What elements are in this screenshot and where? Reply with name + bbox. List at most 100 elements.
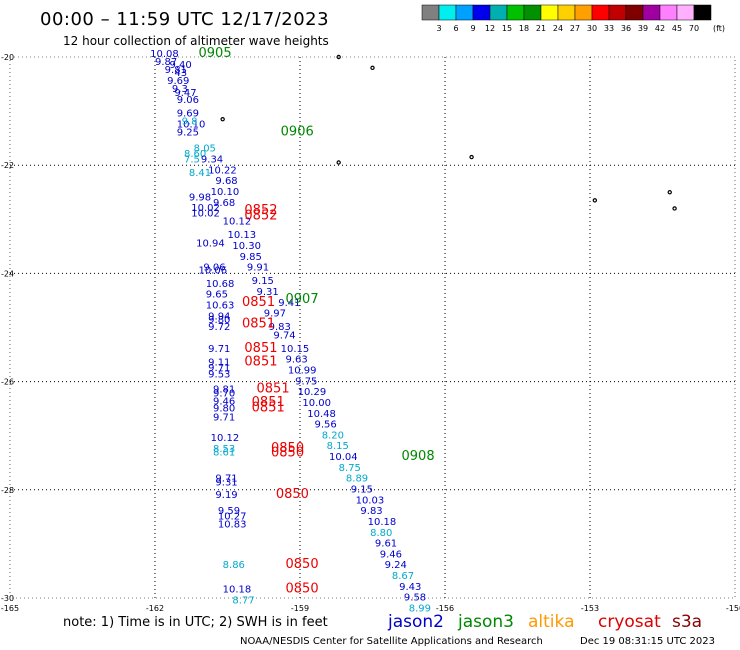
- wave-height-value: 9.94: [208, 311, 230, 322]
- colorbar-label: 21: [536, 24, 546, 33]
- wave-height-value: 9.91: [247, 263, 269, 274]
- wave-height-value: 10.27: [218, 512, 247, 523]
- wave-height-value: 9.06: [203, 263, 225, 274]
- colorbar-label: 42: [655, 24, 665, 33]
- colorbar-label: 33: [604, 24, 614, 33]
- wave-height-value: 9.87: [155, 57, 177, 68]
- wave-height-value: 8.61: [213, 448, 235, 459]
- wave-height-value: 10.99: [288, 365, 317, 376]
- pass-time-label: 0851: [242, 295, 275, 310]
- footer-credit: NOAA/NESDIS Center for Satellite Applica…: [240, 636, 543, 647]
- colorbar-swatch: [421, 4, 440, 21]
- pass-time-label: 0852: [244, 208, 277, 223]
- pass-time-label: 0850: [286, 557, 319, 572]
- wave-height-value: 9.71: [215, 474, 237, 485]
- wave-height-value: 10.13: [228, 230, 257, 241]
- wave-height-value: 10.94: [196, 238, 225, 249]
- wave-height-value: 10.18: [223, 585, 252, 596]
- pass-time-label: 0851: [244, 354, 277, 369]
- footer-timestamp: Dec 19 08:31:15 UTC 2023: [580, 636, 715, 647]
- footer-note: note: 1) Time is in UTC; 2) SWH is in fe…: [63, 615, 328, 630]
- wave-height-value: 7.5: [184, 154, 200, 165]
- wave-height-value: 9.53: [208, 369, 230, 380]
- colorbar-swatch: [455, 4, 474, 21]
- pass-time-label: 0851: [242, 317, 275, 332]
- wave-height-value: 10.03: [356, 495, 385, 506]
- wave-height-value: 9.83: [360, 506, 382, 517]
- colorbar-label: 15: [502, 24, 512, 33]
- wave-height-value: 8.15: [327, 441, 349, 452]
- pass-time-label: 0851: [252, 395, 285, 410]
- wave-height-value: 10.00: [302, 398, 331, 409]
- wave-height-value: 8.89: [346, 474, 368, 485]
- wave-height-value: 9.31: [257, 287, 279, 298]
- y-tick-label: -22: [1, 161, 14, 170]
- colorbar-swatch: [472, 4, 491, 21]
- colorbar-label: 3: [436, 24, 441, 33]
- wave-height-value: 9.40: [170, 60, 192, 71]
- colorbar: 3 6 9 12 15 18 21 24 27 30 33 36 39 42 45 70 (ft): [421, 4, 725, 33]
- colorbar-swatch: [557, 4, 576, 21]
- pass-time-label: 0906: [281, 124, 314, 139]
- wave-height-value: 8.20: [322, 430, 344, 441]
- wave-height-value: 8.41: [189, 168, 211, 179]
- colorbar-label: 12: [485, 24, 495, 33]
- x-tick-label: -159: [291, 604, 309, 613]
- wave-height-value: 43: [174, 68, 187, 79]
- islands: [220, 54, 677, 211]
- pass-time-label: 0850: [271, 441, 304, 456]
- wave-height-value: 10.15: [281, 344, 310, 355]
- wave-height-points: 10.089.879.409.81439.699.39.479.069.6910…: [150, 49, 431, 615]
- wave-height-value: 9.68: [215, 176, 237, 187]
- wave-height-value: 9.80: [213, 403, 235, 414]
- colorbar-swatch: [540, 4, 559, 21]
- colorbar-label: 18: [519, 24, 529, 33]
- colorbar-label: 6: [453, 24, 458, 33]
- pass-time-label: 0907: [286, 292, 319, 307]
- wave-height-value: 9.80: [208, 315, 230, 326]
- wave-height-value: 9.69: [177, 109, 199, 120]
- wave-height-value: 9.15: [252, 276, 274, 287]
- wave-height-value: 9.97: [264, 309, 286, 320]
- wave-height-value: 9.81: [213, 384, 235, 395]
- wave-height-value: 9.41: [278, 298, 300, 309]
- colorbar-swatch: [693, 4, 712, 21]
- wave-height-value: 9.65: [206, 290, 228, 301]
- wave-height-value: 9.69: [167, 76, 189, 87]
- y-tick-label: -20: [1, 53, 14, 62]
- pass-time-label: 0851: [244, 341, 277, 356]
- wave-height-value: 9.56: [315, 420, 337, 431]
- colorbar-label: 39: [638, 24, 648, 33]
- wave-height-value: 9.24: [385, 560, 407, 571]
- y-tick-label: -28: [1, 486, 14, 495]
- wave-height-value: 10.04: [329, 452, 358, 463]
- colorbar-swatch: [608, 4, 627, 21]
- chart-title: 00:00 – 11:59 UTC 12/17/2023: [40, 9, 329, 30]
- island-marker: [370, 65, 375, 71]
- colorbar-label: 9: [470, 24, 475, 33]
- wave-height-value: 9.47: [174, 88, 196, 99]
- wave-height-value: 9.06: [177, 95, 199, 106]
- wave-height-value: 10.48: [307, 409, 336, 420]
- wave-height-value: 8.75: [339, 463, 361, 474]
- wave-height-value: 10.10: [177, 119, 206, 130]
- wave-height-value: 10.12: [211, 433, 240, 444]
- wave-height-value: 8.53: [213, 444, 235, 455]
- colorbar-label: 45: [672, 24, 682, 33]
- wave-height-value: 9.98: [189, 192, 211, 203]
- island-marker: [592, 198, 598, 203]
- axes: -165 -162 -159 -156 -153 -150 -20 -22 -24 -26 -28 -…: [1, 53, 740, 613]
- colorbar-unit: (ft): [713, 24, 725, 33]
- wave-height-value: 10.83: [218, 520, 247, 531]
- wave-height-value: 9.46: [213, 396, 235, 407]
- wave-height-value: 9.46: [380, 549, 402, 560]
- island-marker: [336, 54, 341, 60]
- wave-height-value: 9.19: [215, 490, 237, 501]
- wave-height-value: 9.63: [286, 355, 308, 366]
- colorbar-label: 36: [621, 24, 631, 33]
- legend-entry: jason3: [457, 612, 514, 632]
- wave-height-value: 10.02: [191, 209, 220, 220]
- colorbar-swatch: [574, 4, 593, 21]
- pass-time-label: 0850: [276, 487, 309, 502]
